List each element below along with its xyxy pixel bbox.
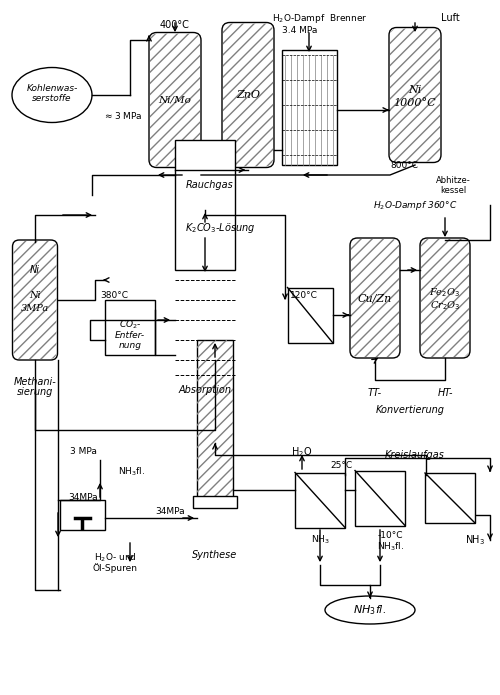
Bar (193, 496, 237, 508)
Bar (175, 140, 235, 270)
Text: TT-: TT- (368, 388, 382, 398)
Text: Luft: Luft (440, 13, 460, 23)
Text: 3 MPa: 3 MPa (70, 448, 97, 457)
Text: NH$_3$: NH$_3$ (310, 534, 330, 546)
Bar (197, 340, 233, 500)
FancyBboxPatch shape (222, 22, 274, 167)
Text: 34MPa: 34MPa (68, 493, 98, 502)
Text: ZnO: ZnO (236, 90, 260, 100)
Text: HT-: HT- (437, 388, 453, 398)
Text: Rauchgas: Rauchgas (186, 180, 234, 190)
Text: Methani-: Methani- (14, 377, 56, 387)
Text: Kreislaufgas: Kreislaufgas (385, 450, 445, 460)
Text: NH$_3$fl.: NH$_3$fl. (354, 603, 386, 617)
Text: 400°C: 400°C (160, 20, 190, 30)
Ellipse shape (325, 596, 415, 624)
Text: H$_2$O-Dampf  Brenner: H$_2$O-Dampf Brenner (272, 12, 368, 24)
Bar (288, 288, 333, 343)
Text: K$_2$CO$_3$-Lösung: K$_2$CO$_3$-Lösung (184, 221, 256, 235)
FancyBboxPatch shape (389, 28, 441, 163)
Ellipse shape (12, 67, 92, 122)
Text: H$_2$O: H$_2$O (292, 445, 312, 459)
Text: 3.4 MPa: 3.4 MPa (282, 26, 318, 35)
FancyBboxPatch shape (149, 33, 201, 167)
Text: Entfer-: Entfer- (115, 331, 145, 339)
Text: NH$_3$fl.: NH$_3$fl. (376, 541, 404, 553)
Text: 800°C: 800°C (390, 161, 418, 170)
Bar (355, 471, 405, 525)
Text: Synthese: Synthese (192, 550, 238, 560)
Text: Konvertierung: Konvertierung (376, 405, 444, 415)
Text: serstoffe: serstoffe (32, 94, 72, 102)
Text: 25°C: 25°C (330, 461, 352, 470)
Text: Cu/Zn: Cu/Zn (358, 293, 392, 303)
Text: Ni: Ni (408, 85, 422, 95)
Text: kessel: kessel (440, 186, 466, 195)
Text: H$_2$O-Dampf 360°C: H$_2$O-Dampf 360°C (373, 199, 457, 211)
Text: Fe$_2$O$_3$: Fe$_2$O$_3$ (430, 286, 460, 300)
Text: sierung: sierung (17, 387, 53, 397)
Text: Ni: Ni (30, 265, 40, 275)
Text: nung: nung (118, 341, 142, 350)
Bar (105, 300, 155, 355)
Bar (197, 340, 233, 500)
FancyBboxPatch shape (420, 238, 470, 358)
Text: Abhitze-: Abhitze- (436, 176, 470, 184)
Text: H$_2$O- und: H$_2$O- und (94, 552, 136, 564)
Text: -10°C: -10°C (378, 530, 403, 539)
Text: 1000°C: 1000°C (394, 98, 436, 108)
Bar (282, 50, 337, 165)
Text: Ni: Ni (29, 291, 41, 300)
Text: Kohlenwas-: Kohlenwas- (26, 83, 78, 92)
Text: Öl-Spuren: Öl-Spuren (92, 563, 138, 573)
FancyBboxPatch shape (12, 240, 58, 360)
Text: CO$_2$-: CO$_2$- (118, 319, 142, 332)
FancyBboxPatch shape (350, 238, 400, 358)
Bar (295, 473, 345, 528)
Text: NH$_3$: NH$_3$ (465, 533, 485, 547)
Text: 380°C: 380°C (100, 291, 128, 300)
Text: Cr$_2$O$_3$: Cr$_2$O$_3$ (430, 300, 460, 312)
Text: 34MPa: 34MPa (155, 507, 185, 516)
Text: NH$_3$fl.: NH$_3$fl. (118, 466, 145, 478)
Bar (60, 500, 105, 530)
Bar (425, 473, 475, 523)
Text: $\approx$3 MPa: $\approx$3 MPa (103, 110, 142, 120)
Text: Ni/Mo: Ni/Mo (158, 95, 192, 104)
Text: 120°C: 120°C (290, 291, 318, 300)
Text: Absorption: Absorption (178, 385, 232, 395)
Text: 3MPa: 3MPa (21, 304, 49, 313)
